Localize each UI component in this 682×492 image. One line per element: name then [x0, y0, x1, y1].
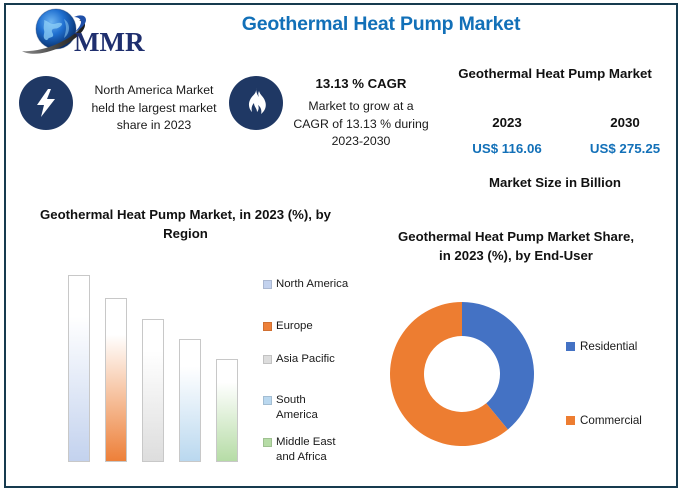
- flame-icon: [229, 76, 283, 130]
- legend-swatch-icon: [263, 355, 272, 364]
- region-fact-text: North America Market held the largest ma…: [91, 83, 217, 132]
- legend-swatch-icon: [263, 280, 272, 289]
- bar-legend-label: Middle East and Africa: [276, 436, 336, 463]
- legend-swatch-icon: [263, 438, 272, 447]
- cagr-headline: 13.13 % CAGR: [315, 76, 407, 91]
- swoosh-icon-accent: [74, 15, 86, 33]
- cagr-detail-text: Market to grow at a CAGR of 13.13 % duri…: [293, 99, 429, 148]
- bar-legend-item[interactable]: South America: [263, 393, 349, 422]
- bar-chart-title: Geothermal Heat Pump Market, in 2023 (%)…: [40, 207, 331, 241]
- bar-legend-item[interactable]: North America: [263, 277, 348, 292]
- market-size-value-2023: US$ 116.06: [472, 141, 542, 156]
- bar-legend-item[interactable]: Asia Pacific: [263, 352, 335, 367]
- bar-legend-label: North America: [276, 278, 349, 290]
- bar-3: [142, 319, 164, 462]
- legend-swatch-icon: [566, 416, 575, 425]
- legend-swatch-icon: [263, 396, 272, 405]
- legend-swatch-icon: [566, 342, 575, 351]
- donut-slice-residential: [462, 302, 534, 430]
- bar-5: [216, 359, 238, 462]
- lightning-bolt-icon: [19, 76, 73, 130]
- bar-legend-label: Europe: [276, 320, 313, 332]
- globe-icon: [35, 8, 77, 50]
- bar-1: [68, 275, 90, 462]
- donut-legend-item[interactable]: Commercial: [566, 414, 642, 427]
- donut-chart-plot: [389, 301, 535, 447]
- page-title: Geothermal Heat Pump Market: [241, 13, 521, 35]
- donut-slice-commercial: [390, 302, 508, 446]
- market-size-value-2030: US$ 275.25: [589, 141, 661, 156]
- market-size-year-2023: 2023: [492, 115, 522, 130]
- bar-2: [105, 298, 127, 462]
- bar-4: [179, 339, 201, 462]
- donut-legend-label: Commercial: [580, 414, 642, 427]
- swoosh-icon: [22, 20, 85, 54]
- bar-legend-label: Asia Pacific: [276, 353, 335, 365]
- market-size-year-2030: 2030: [610, 115, 640, 130]
- market-size-unit-label: Market Size in Billion: [489, 175, 621, 190]
- logo-wordmark: MMR: [74, 27, 145, 57]
- bar-legend-item[interactable]: Middle East and Africa: [263, 435, 349, 464]
- bar-legend-item[interactable]: Europe: [263, 319, 313, 334]
- bar-legend-label: South America: [276, 394, 318, 421]
- market-size-title: Geothermal Heat Pump Market: [458, 66, 652, 81]
- donut-chart-title: Geothermal Heat Pump Market Share, in 20…: [398, 229, 634, 263]
- legend-swatch-icon: [263, 322, 272, 331]
- mmr-logo[interactable]: MMR: [14, 7, 154, 59]
- bar-chart-plot: [55, 262, 260, 467]
- donut-legend-label: Residential: [580, 340, 638, 353]
- donut-legend-item[interactable]: Residential: [566, 340, 637, 353]
